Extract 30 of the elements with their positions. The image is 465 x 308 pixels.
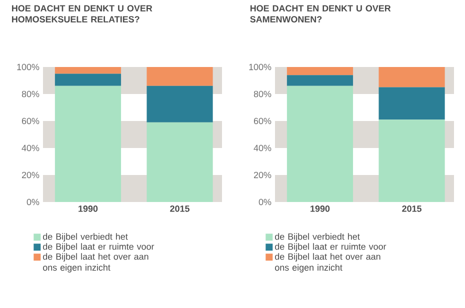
y-tick-label: 60%: [254, 118, 272, 124]
chart-title: HOE DACHT EN DENKT U OVER SAMENWONEN?: [250, 5, 391, 22]
x-tick-label: 2015: [402, 206, 422, 212]
legend-label: de Bijbel laat het over aan ons eigen inzicht: [43, 253, 148, 272]
y-tick-label: 0%: [26, 198, 40, 206]
legend-label: de Bijbel verbiedt het: [275, 233, 360, 242]
legend-label: de Bijbel laat er ruimte voor: [43, 243, 154, 252]
bar: [286, 67, 354, 76]
bar: [378, 67, 445, 88]
y-tick-label: 40%: [22, 144, 40, 152]
y-tick-label: 100%: [17, 64, 40, 70]
bar: [286, 75, 354, 86]
y-tick-label: 40%: [254, 144, 272, 152]
legend-label: de Bijbel verbiedt het: [43, 233, 128, 242]
y-tick-label: 80%: [254, 90, 272, 98]
y-tick-label: 20%: [22, 172, 40, 178]
bar: [54, 74, 122, 86]
legend-label: de Bijbel laat er ruimte voor: [275, 243, 386, 252]
x-tick-label: 1990: [310, 206, 330, 212]
x-tick-label: 2015: [170, 206, 190, 212]
y-tick-label: 80%: [22, 90, 40, 98]
y-tick-label: 20%: [254, 172, 272, 178]
bar: [146, 67, 213, 86]
y-tick-label: 100%: [249, 64, 272, 70]
y-tick-label: 0%: [258, 198, 272, 206]
x-tick-label: 1990: [78, 206, 98, 212]
legend-label: de Bijbel laat het over aan ons eigen inzicht: [275, 253, 380, 272]
bar: [54, 67, 122, 74]
chart-title: HOE DACHT EN DENKT U OVER HOMOSEKSUELE RELATIES?: [12, 5, 152, 22]
y-tick-label: 60%: [22, 118, 40, 124]
